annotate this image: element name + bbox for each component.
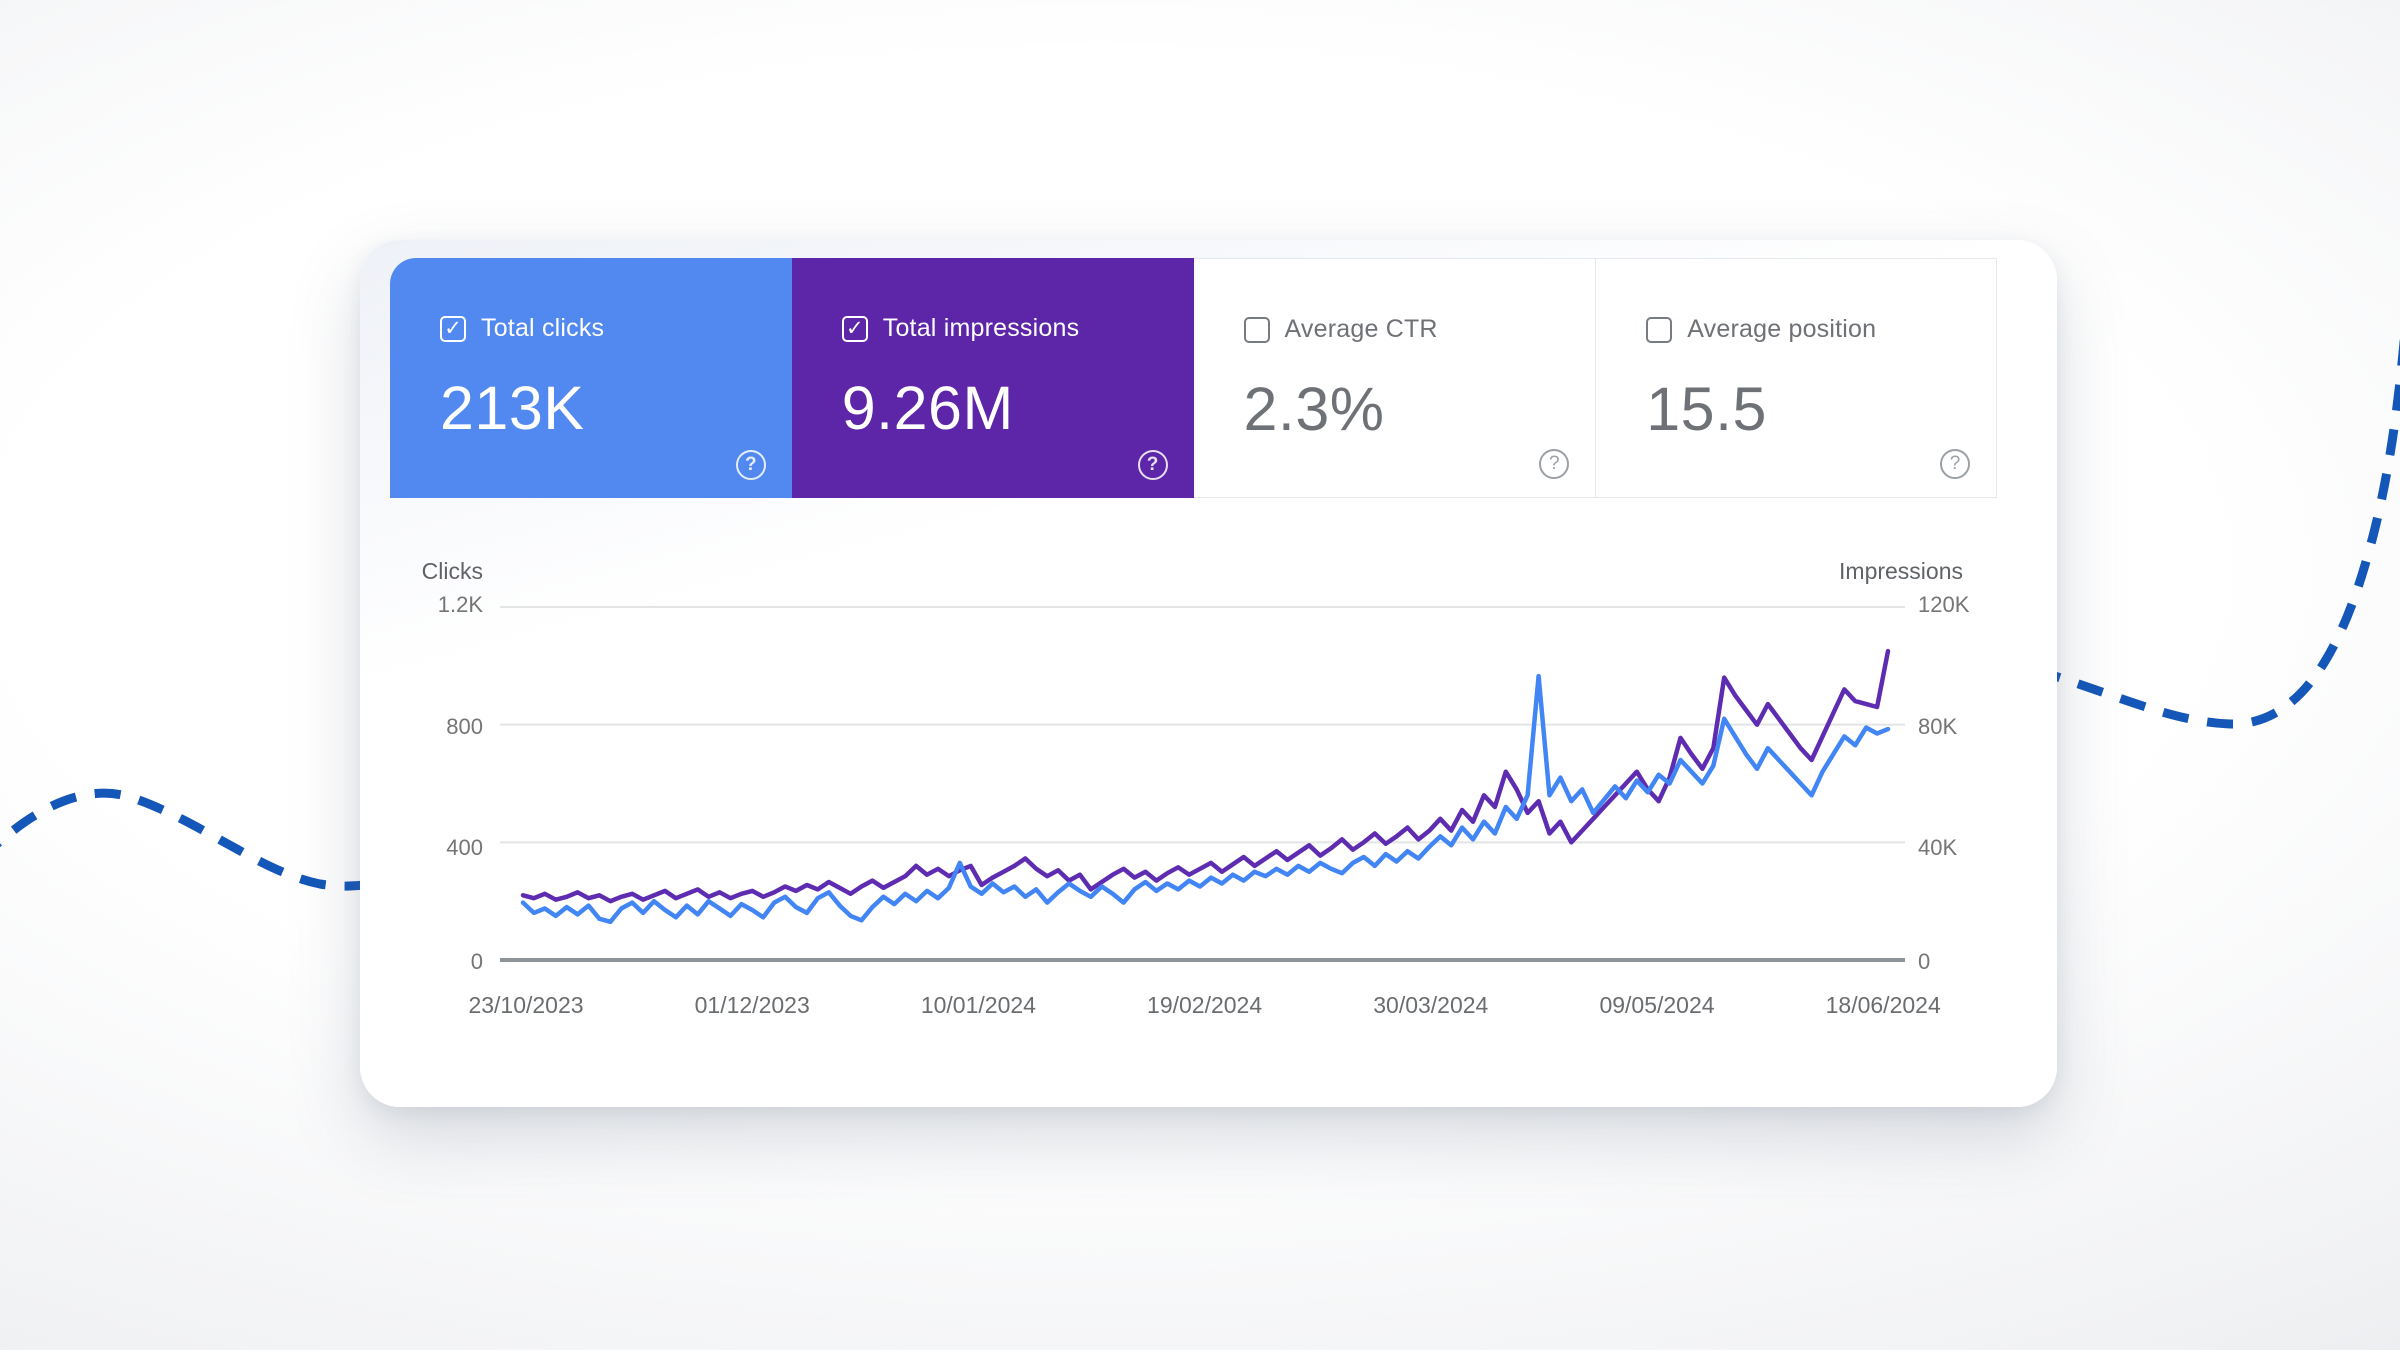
performance-card: ✓ Total clicks 213K ? ✓ Total impression… <box>360 240 2057 1107</box>
metric-label: Average position <box>1687 315 1877 343</box>
y-axis-tick-left: 800 <box>446 714 483 739</box>
y-axis-tick-right: 80K <box>1918 714 1958 739</box>
total-impressions-checkbox[interactable]: ✓ <box>841 315 868 342</box>
total-clicks-checkbox[interactable]: ✓ <box>440 315 466 342</box>
help-icon[interactable]: ? <box>1137 450 1168 480</box>
decorative-wave-right-icon <box>2033 336 2400 729</box>
decorative-wave-left-icon <box>0 788 396 891</box>
x-axis-tick: 23/10/2023 <box>468 992 584 1018</box>
x-axis-tick: 18/06/2024 <box>1825 992 1941 1018</box>
help-icon[interactable]: ? <box>1940 449 1970 479</box>
y-axis-tick-left: 1.2K <box>437 592 483 617</box>
x-axis-tick: 19/02/2024 <box>1147 992 1263 1018</box>
metric-label: Total clicks <box>481 314 605 342</box>
y-axis-tick-left: 0 <box>470 949 483 974</box>
metric-tiles-row: ✓ Total clicks 213K ? ✓ Total impression… <box>390 258 1997 498</box>
metric-tile-total-clicks[interactable]: ✓ Total clicks 213K ? <box>390 258 792 498</box>
line-chart <box>500 606 1905 962</box>
x-axis-tick: 09/05/2024 <box>1599 992 1715 1018</box>
metric-value: 15.5 <box>1646 375 1767 443</box>
performance-chart-plot[interactable] <box>500 605 1905 965</box>
y-axis-tick-right: 0 <box>1918 949 1931 974</box>
metric-tile-average-ctr[interactable]: Average CTR 2.3% ? <box>1193 258 1596 498</box>
metric-value: 213K <box>440 374 585 442</box>
series-line-impressions <box>520 648 1891 904</box>
series-line-clicks <box>520 673 1891 925</box>
metric-tile-average-position[interactable]: Average position 15.5 ? <box>1595 258 1997 498</box>
help-icon[interactable]: ? <box>735 450 766 480</box>
metric-value: 9.26M <box>841 374 1014 442</box>
x-axis-tick: 10/01/2024 <box>920 992 1036 1018</box>
average-position-checkbox[interactable] <box>1646 316 1673 343</box>
right-axis-title: Impressions <box>1839 558 1963 584</box>
metric-value: 2.3% <box>1243 375 1385 443</box>
y-axis-tick-right: 40K <box>1918 835 1958 860</box>
metric-tile-total-impressions[interactable]: ✓ Total impressions 9.26M ? <box>791 258 1194 498</box>
help-icon[interactable]: ? <box>1539 449 1570 479</box>
x-axis-tick: 30/03/2024 <box>1373 992 1489 1018</box>
y-axis-tick-left: 400 <box>446 835 483 860</box>
left-axis-title: Clicks <box>421 558 483 584</box>
average-ctr-checkbox[interactable] <box>1243 316 1270 343</box>
x-axis-tick: 01/12/2023 <box>694 992 810 1018</box>
metric-label: Total impressions <box>882 314 1080 342</box>
y-axis-tick-right: 120K <box>1918 592 1970 617</box>
metric-label: Average CTR <box>1284 315 1438 343</box>
